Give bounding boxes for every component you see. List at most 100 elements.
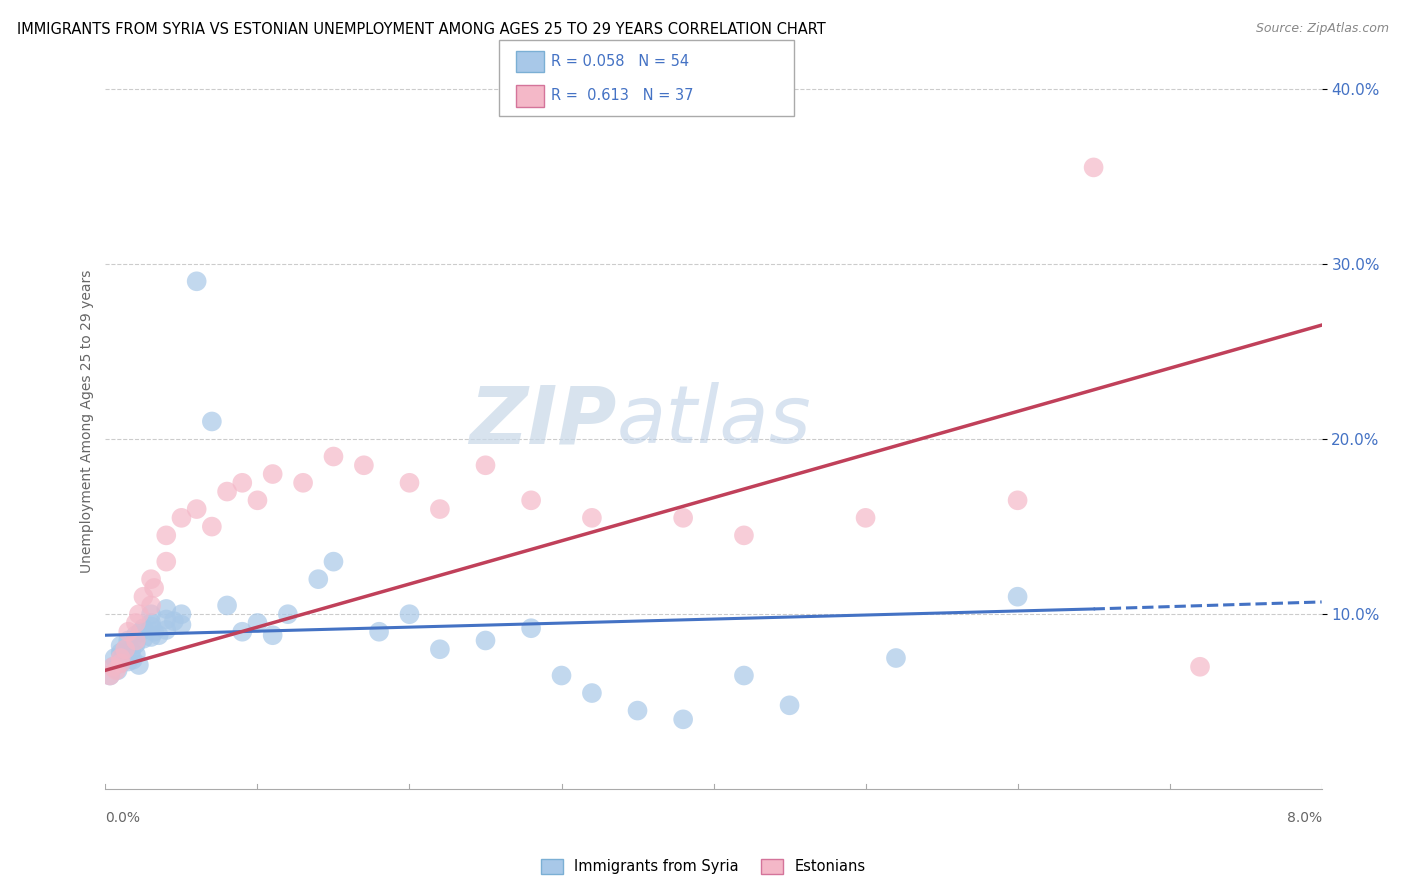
Point [132, 590, 155, 604]
Point [110, 657, 132, 671]
Point [148, 628, 170, 642]
Point [217, 599, 239, 613]
Point [170, 617, 193, 632]
Point [429, 502, 451, 516]
Point [163, 614, 186, 628]
Point [1083, 161, 1105, 175]
Point [186, 274, 208, 288]
Point [353, 458, 375, 473]
Point [121, 653, 143, 667]
Point [117, 633, 139, 648]
Point [201, 415, 224, 429]
Point [103, 651, 125, 665]
Text: R =  0.613   N = 37: R = 0.613 N = 37 [551, 88, 693, 103]
Point [98, 668, 121, 682]
Text: R = 0.058   N = 54: R = 0.058 N = 54 [551, 54, 689, 69]
Point [114, 642, 136, 657]
Point [170, 511, 193, 525]
Point [246, 615, 269, 630]
Point [128, 607, 150, 622]
Point [129, 624, 152, 639]
Y-axis label: Unemployment Among Ages 25 to 29 years: Unemployment Among Ages 25 to 29 years [80, 269, 94, 574]
Text: 8.0%: 8.0% [1286, 812, 1322, 825]
Point [855, 511, 877, 525]
Point [262, 628, 284, 642]
Point [1007, 590, 1029, 604]
Point [139, 630, 162, 644]
Point [672, 511, 695, 525]
Point [307, 572, 329, 586]
Text: atlas: atlas [616, 383, 811, 460]
Text: ZIP: ZIP [468, 383, 616, 460]
Point [429, 642, 451, 657]
Point [733, 528, 755, 542]
Point [139, 607, 162, 622]
Point [117, 655, 139, 669]
Point [110, 646, 132, 660]
Point [132, 621, 155, 635]
Point [125, 633, 148, 648]
Point [262, 467, 284, 481]
Point [117, 624, 139, 639]
Point [779, 698, 801, 713]
Point [246, 493, 269, 508]
Point [155, 555, 177, 569]
Point [231, 475, 253, 490]
Point [139, 599, 162, 613]
Point [186, 502, 208, 516]
Text: IMMIGRANTS FROM SYRIA VS ESTONIAN UNEMPLOYMENT AMONG AGES 25 TO 29 YEARS CORRELA: IMMIGRANTS FROM SYRIA VS ESTONIAN UNEMPL… [17, 22, 825, 37]
Point [474, 633, 496, 648]
Point [217, 484, 239, 499]
Point [322, 555, 344, 569]
Point [733, 668, 755, 682]
Point [139, 572, 162, 586]
Text: 0.0%: 0.0% [105, 812, 141, 825]
Point [110, 657, 132, 671]
Legend: Immigrants from Syria, Estonians: Immigrants from Syria, Estonians [534, 853, 872, 880]
Point [139, 619, 162, 633]
Point [231, 624, 253, 639]
Point [581, 686, 603, 700]
Text: Source: ZipAtlas.com: Source: ZipAtlas.com [1256, 22, 1389, 36]
Point [132, 632, 155, 646]
Point [110, 639, 132, 653]
Point [98, 668, 121, 682]
Point [125, 648, 148, 662]
Point [155, 528, 177, 542]
Point [112, 649, 135, 664]
Point [277, 607, 299, 622]
Point [107, 663, 129, 677]
Point [155, 602, 177, 616]
Point [292, 475, 315, 490]
Point [143, 624, 166, 639]
Point [550, 668, 572, 682]
Point [139, 615, 162, 630]
Point [520, 621, 543, 635]
Point [170, 607, 193, 622]
Point [125, 615, 148, 630]
Point [1007, 493, 1029, 508]
Point [128, 658, 150, 673]
Point [581, 511, 603, 525]
Point [125, 628, 148, 642]
Point [120, 644, 142, 658]
Point [672, 712, 695, 726]
Point [101, 660, 124, 674]
Point [155, 612, 177, 626]
Point [105, 663, 128, 677]
Point [398, 607, 420, 622]
Point [155, 623, 177, 637]
Point [520, 493, 543, 508]
Point [101, 660, 124, 674]
Point [368, 624, 391, 639]
Point [125, 637, 148, 651]
Point [884, 651, 907, 665]
Point [201, 519, 224, 533]
Point [474, 458, 496, 473]
Point [1188, 660, 1211, 674]
Point [398, 475, 420, 490]
Point [626, 704, 648, 718]
Point [322, 450, 344, 464]
Point [110, 651, 132, 665]
Point [143, 581, 166, 595]
